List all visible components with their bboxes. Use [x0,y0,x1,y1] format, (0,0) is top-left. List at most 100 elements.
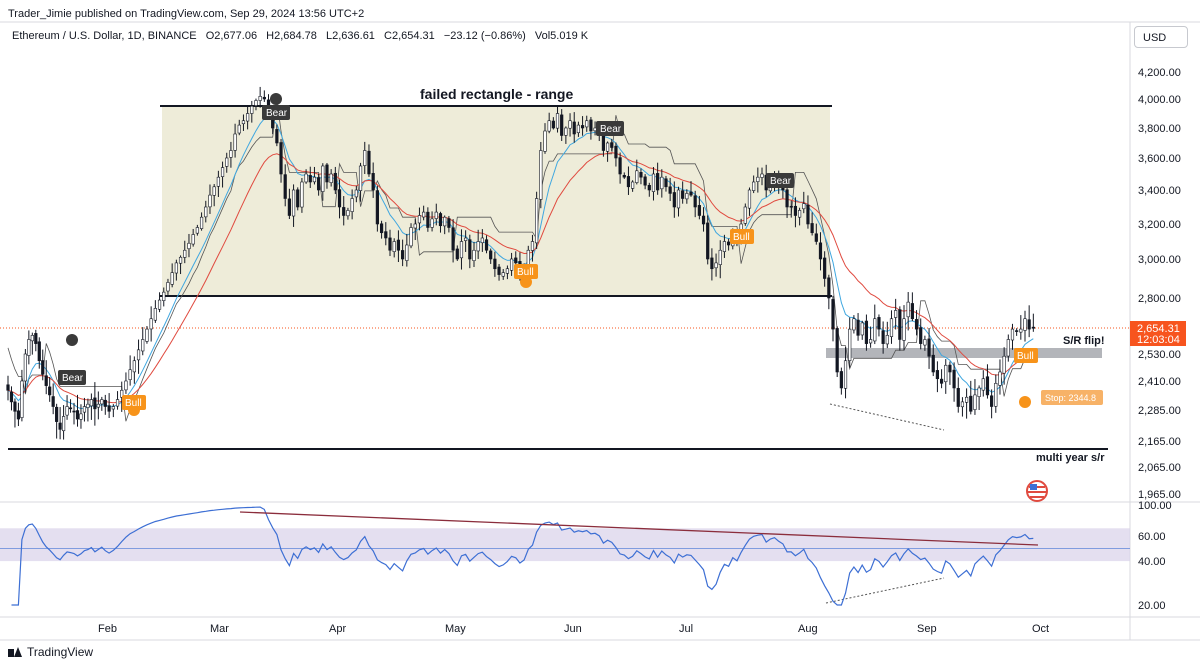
current-price-value: 2,654.31 [1137,323,1180,335]
candle-down [455,248,459,260]
price-divergence-line[interactable] [829,403,945,431]
candle-up [501,272,505,277]
candle-up [743,206,747,224]
candle-down [75,410,80,420]
price-tick-label: 2,800.00 [1138,293,1181,305]
stop-marker[interactable] [1019,396,1031,408]
candle-up [722,241,727,252]
candle-down [818,242,823,260]
candle-up [923,339,927,346]
candle-down [13,401,17,412]
candle-up [329,173,333,184]
candle-down [647,184,651,191]
candle-down [51,396,55,407]
candle-up [413,223,417,229]
ohlc-header: Ethereum / U.S. Dollar, 1D, BINANCE O2,6… [12,30,589,42]
bear-signal-box [262,105,290,120]
candle-up [660,176,664,190]
candle-down [283,174,287,199]
candle-down [927,338,931,357]
candle-down [497,266,501,275]
candle-up [350,198,354,212]
candle-up [136,349,141,361]
currency-button[interactable]: USD [1134,26,1188,48]
current-price-tag [1130,321,1186,346]
candle-down [58,422,62,430]
candle-down [990,395,994,407]
candle-up [1006,339,1010,357]
candle-down [639,172,643,178]
time-tick-label: Apr [329,623,346,635]
candle-down [337,189,342,208]
candle-up [443,216,447,227]
candle-up [973,394,977,410]
candle-up [128,369,132,380]
candle-up [187,242,191,250]
vol-label: Vol [535,30,550,42]
candle-up [747,189,752,209]
candle-up [183,249,187,258]
price-axis[interactable]: 4,200.00 4,000.00 3,800.00 3,600.00 3,400.00… [1138,67,1181,501]
candle-up [166,282,170,292]
time-tick-label: Jun [564,623,582,635]
candle-up [902,318,906,341]
candle-up [535,198,539,244]
candle-up [220,167,225,177]
rsi-tick-label: 40.00 [1138,556,1166,568]
candle-up [178,256,183,264]
candle-up [981,378,985,391]
rsi-trendline[interactable] [239,511,1039,546]
candle-up [86,403,90,408]
time-tick-label: May [445,623,466,635]
candle-down [914,319,919,330]
candle-down [601,135,606,151]
candle-down [827,277,831,299]
candle-up [635,170,639,183]
candle-down [935,370,940,380]
candle-down [856,319,860,336]
candle-up [225,157,229,167]
candle-down [789,205,793,208]
candle-up [960,401,965,408]
candle-down [275,129,279,144]
candle-up [216,176,220,187]
candle-up [1010,328,1015,341]
candle-down [793,205,798,216]
price-tick-label: 3,200.00 [1138,219,1181,231]
candle-up [885,335,889,345]
candle-down [969,395,973,412]
bull-signal-box [514,264,538,279]
candle-down [333,172,337,191]
sr-flip-zone[interactable] [826,348,1102,358]
candle-down [939,378,944,384]
stop-label-box[interactable] [1041,390,1103,405]
candle-down [952,369,956,389]
rsi-divergence-line[interactable] [825,577,945,604]
candle-up [89,399,93,407]
candle-up [593,127,597,132]
candle-down [72,410,76,413]
candle-up [149,318,153,330]
candle-down [41,360,45,375]
candle-down [835,328,839,373]
candle-up [409,227,413,247]
candle-up [564,127,568,136]
candle-up [944,364,948,383]
candle-down [831,299,835,330]
candle-up [23,353,27,382]
candle-up [208,194,212,208]
candle-up [417,215,422,224]
candle-down [823,257,827,279]
price-tick-label: 4,200.00 [1138,67,1181,79]
candle-down [493,258,497,270]
rsi-axis[interactable]: 100.00 60.00 40.00 20.00 [1138,500,1172,612]
candle-up [1019,328,1023,333]
candle-up [576,124,580,134]
flag-icon [1026,480,1048,502]
candle-up [199,216,204,229]
bull-signal-box [1014,348,1038,363]
bear-signal-text: Bear [266,108,288,119]
time-axis[interactable]: Feb Mar Apr May Jun Jul Aug Sep Oct [98,623,1049,635]
candle-down [451,227,455,251]
candle-up [27,339,31,356]
